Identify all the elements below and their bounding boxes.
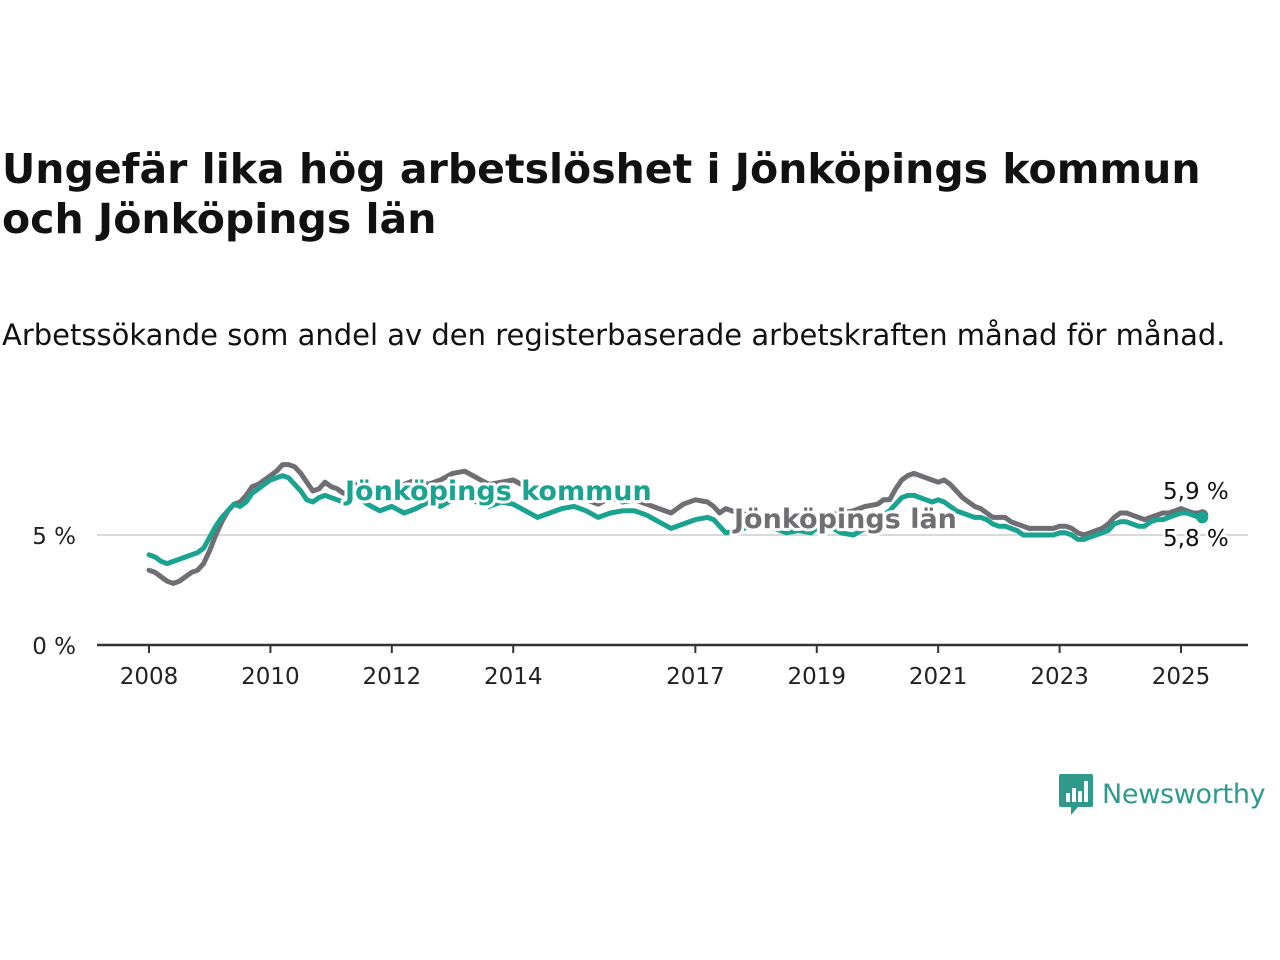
y-tick-label: 5 % bbox=[32, 524, 76, 550]
series-end-point bbox=[1196, 511, 1209, 524]
x-tick-label: 2019 bbox=[787, 664, 846, 690]
chart-title: Ungefär lika hög arbetslöshet i Jönköpin… bbox=[2, 145, 1201, 243]
series-labels: Jönköpings kommun Jönköpings län 5,9 % 5,8 … bbox=[340, 473, 1231, 555]
x-tick-label: 2021 bbox=[909, 664, 968, 690]
x-tick-label: 2008 bbox=[120, 664, 179, 690]
y-axis: 0 % 5 % bbox=[32, 524, 76, 660]
x-tick-label: 2017 bbox=[666, 664, 725, 690]
line-chart: 0 %5 % 2008 2010 2012 2014 2017 2019 2021 2023 2… bbox=[32, 462, 1248, 690]
brand-name: Newsworthy bbox=[1102, 778, 1266, 810]
x-tick-label: 2023 bbox=[1030, 664, 1089, 690]
series-end-value-label: 5,8 % bbox=[1163, 526, 1229, 552]
x-tick-label: 2010 bbox=[241, 664, 300, 690]
series-end-value-label: 5,9 % bbox=[1163, 479, 1229, 505]
series-name-label: Jönköpings kommun bbox=[343, 476, 652, 507]
newsworthy-logo-icon bbox=[1059, 774, 1093, 815]
x-axis: 2008 2010 2012 2014 2017 2019 2021 2023 2025 bbox=[97, 643, 1248, 690]
series-line-0 bbox=[146, 462, 1205, 586]
series-name-label: Jönköpings län bbox=[732, 504, 957, 535]
x-tick-label: 2012 bbox=[363, 664, 422, 690]
x-tick-label: 2025 bbox=[1152, 664, 1211, 690]
series-line-1 bbox=[146, 473, 1205, 567]
newsworthy-brand: Newsworthy bbox=[1058, 772, 1266, 816]
y-tick-label: 0 % bbox=[32, 634, 76, 660]
x-tick-label: 2014 bbox=[484, 664, 543, 690]
series-lines bbox=[146, 462, 1209, 586]
chart-subtitle: Arbetssökande som andel av den registerb… bbox=[2, 318, 1226, 352]
